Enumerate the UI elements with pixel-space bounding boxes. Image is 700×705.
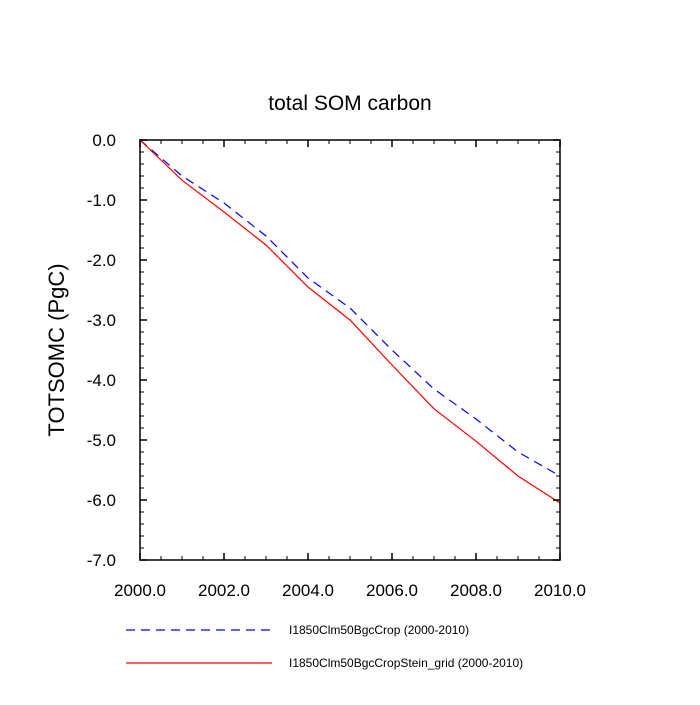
axis-ticks: 2000.0 2002.0 2004.0 2006.0 2008.0 2010.0 0.0 -… (87, 131, 586, 600)
y-tick-label: -4.0 (87, 371, 116, 390)
legend-label-2: I1850Clm50BgcCropStein_grid (2000-2010) (289, 656, 523, 670)
y-tick-label: -5.0 (87, 431, 116, 450)
y-tick-label: -2.0 (87, 251, 116, 270)
x-tick-label: 2000.0 (114, 581, 166, 600)
chart-title: total SOM carbon (268, 92, 431, 115)
x-tick-label: 2002.0 (198, 581, 250, 600)
y-tick-label: -1.0 (87, 191, 116, 210)
legend-label-1: I1850Clm50BgcCrop (2000-2010) (289, 623, 469, 637)
series-line-1 (139, 139, 561, 477)
x-tick-label: 2008.0 (450, 581, 502, 600)
x-tick-label: 2004.0 (282, 581, 334, 600)
series-line-2 (139, 139, 561, 504)
y-axis-label: TOTSOMC (PgC) (44, 263, 69, 436)
y-tick-label: -6.0 (87, 491, 116, 510)
x-tick-label: 2006.0 (366, 581, 418, 600)
y-tick-label: -7.0 (87, 551, 116, 570)
x-tick-label: 2010.0 (534, 581, 586, 600)
y-tick-label: -3.0 (87, 311, 116, 330)
plot-frame (139, 139, 561, 561)
legend: I1850Clm50BgcCrop (2000-2010) I1850Clm50B… (126, 623, 523, 670)
plot-series (139, 139, 561, 504)
y-tick-label: 0.0 (92, 131, 116, 150)
